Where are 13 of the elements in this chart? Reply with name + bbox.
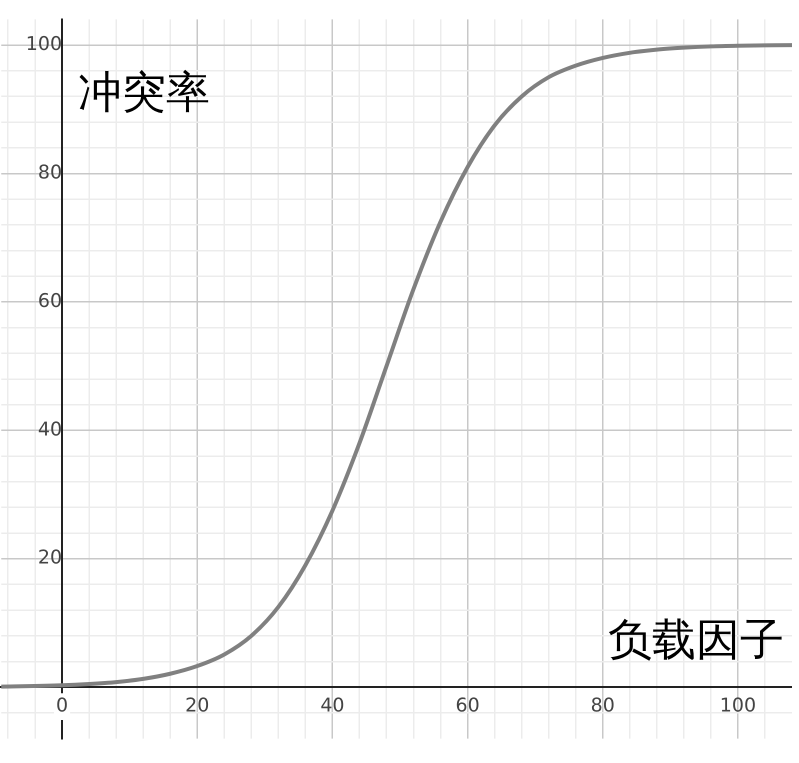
y-tick-label: 100 <box>26 33 62 56</box>
y-tick-label: 60 <box>38 290 62 312</box>
x-tick-label: 40 <box>320 694 345 717</box>
x-tick-label: 100 <box>720 694 756 717</box>
x-tick-label: 20 <box>185 694 210 717</box>
y-tick-label: 80 <box>38 161 62 184</box>
x-tick-label: 80 <box>590 694 615 717</box>
y-tick-label: 40 <box>38 418 62 440</box>
x-axis-title: 负载因子 <box>608 614 784 666</box>
y-axis-title: 冲突率 <box>78 66 210 118</box>
x-tick-label: 60 <box>455 694 480 717</box>
y-tick-label: 20 <box>38 546 62 569</box>
x-tick-label: 0 <box>56 694 68 717</box>
